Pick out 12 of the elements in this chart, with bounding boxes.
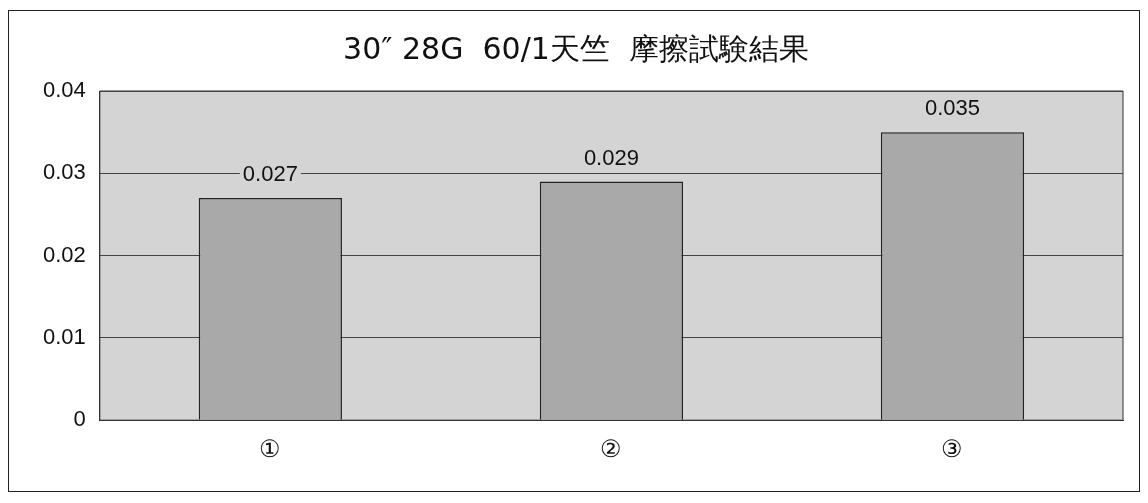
- data-label: 0.027: [242, 161, 298, 187]
- x-tick-label: ①: [259, 435, 282, 463]
- data-label: 0.035: [924, 95, 980, 121]
- y-tick-label: 0.01: [42, 323, 86, 349]
- x-tick-label: ③: [941, 435, 964, 463]
- y-tick-label: 0.03: [42, 159, 86, 185]
- y-tick-label: 0.04: [42, 77, 86, 103]
- y-tick-label: 0.02: [42, 241, 86, 267]
- chart-title: 30″ 28G 60/1天竺 摩擦試験結果: [343, 30, 809, 66]
- data-label: 0.029: [583, 144, 639, 170]
- y-tick-label: 0: [73, 406, 86, 432]
- x-tick-label: ②: [600, 435, 623, 463]
